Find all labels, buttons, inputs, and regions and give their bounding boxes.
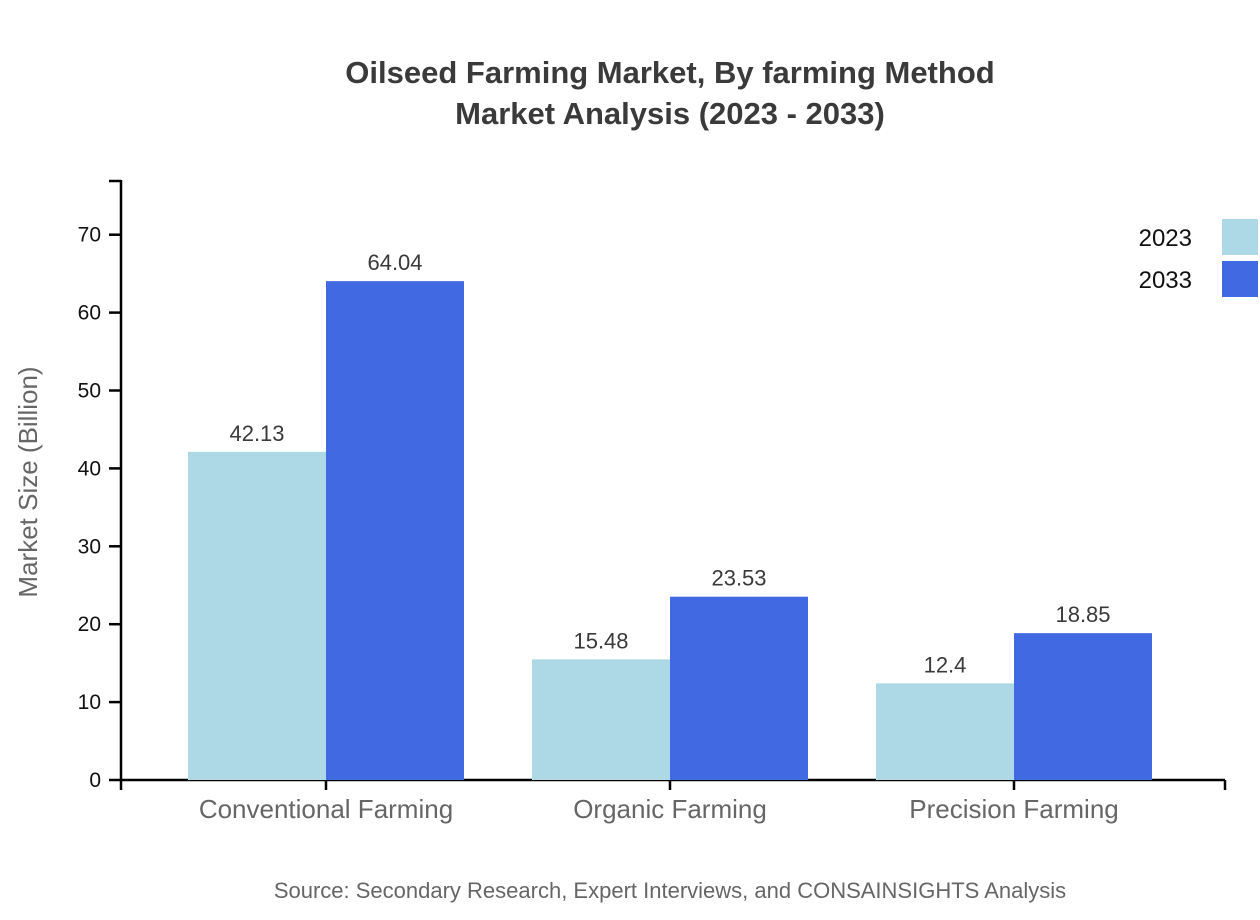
y-tick-label: 50 [78, 380, 101, 403]
bar-value-label: 18.85 [1055, 602, 1110, 627]
source-note: Source: Secondary Research, Expert Inter… [274, 878, 1066, 903]
bar-value-labels: 42.13 64.04 15.48 23.53 12.4 18.85 [229, 250, 1110, 677]
y-tick-label: 20 [78, 613, 101, 636]
bar-value-label: 12.4 [924, 652, 967, 677]
y-tick-label: 10 [78, 691, 101, 714]
bar-series [188, 281, 1152, 780]
bar [670, 596, 808, 780]
legend-label: 2033 [1139, 267, 1192, 294]
legend: 2023 2033 [1139, 219, 1258, 297]
bar-value-label: 42.13 [229, 421, 284, 446]
bar [1014, 633, 1152, 780]
y-tick-label: 30 [78, 535, 101, 558]
category-label: Precision Farming [909, 794, 1119, 824]
bar-value-label: 23.53 [711, 566, 766, 591]
y-tick-label: 70 [78, 224, 101, 247]
y-axis-ticks: 0 10 20 30 40 50 60 70 [78, 224, 121, 792]
bar-value-label: 15.48 [573, 628, 628, 653]
bar [326, 281, 464, 780]
chart-title-line2: Market Analysis (2023 - 2033) [455, 96, 885, 131]
y-tick-label: 0 [89, 769, 101, 792]
chart-title-line1: Oilseed Farming Market, By farming Metho… [345, 55, 994, 90]
legend-swatch [1222, 261, 1258, 297]
bar [188, 451, 326, 780]
category-label: Conventional Farming [199, 794, 453, 824]
y-tick-label: 40 [78, 457, 101, 480]
legend-label: 2023 [1139, 225, 1192, 252]
y-tick-label: 60 [78, 302, 101, 325]
category-label: Organic Farming [573, 794, 767, 824]
x-axis-labels: Conventional Farming Organic Farming Preci… [199, 780, 1119, 824]
bar [876, 683, 1014, 780]
y-axis-title: Market Size (Billion) [13, 366, 43, 597]
bar-value-label: 64.04 [367, 250, 422, 275]
bar [532, 659, 670, 780]
legend-swatch [1222, 219, 1258, 255]
